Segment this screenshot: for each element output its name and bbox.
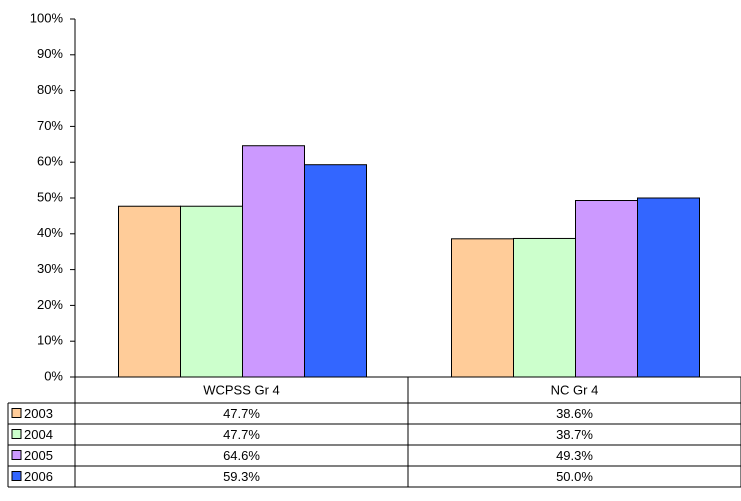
y-tick-label: 90% — [37, 46, 63, 61]
legend-label: 2004 — [24, 427, 53, 442]
y-tick-label: 60% — [37, 154, 63, 169]
y-tick-label: 50% — [37, 189, 63, 204]
legend-label: 2005 — [24, 448, 53, 463]
y-tick-label: 20% — [37, 297, 63, 312]
y-tick-label: 80% — [37, 82, 63, 97]
bar — [118, 205, 181, 378]
table-value: 59.3% — [223, 469, 260, 484]
table-value: 64.6% — [223, 448, 260, 463]
legend-label: 2003 — [24, 406, 53, 421]
bar — [304, 164, 367, 378]
table-value: 50.0% — [556, 469, 593, 484]
bar — [575, 200, 638, 378]
bar — [451, 238, 514, 378]
legend-swatch — [11, 471, 22, 481]
bar — [637, 197, 700, 378]
table-value: 49.3% — [556, 448, 593, 463]
bar — [242, 145, 305, 378]
y-tick-label: 40% — [37, 225, 63, 240]
x-tick-label: WCPSS Gr 4 — [203, 382, 280, 397]
y-tick-label: 10% — [37, 333, 63, 348]
legend-swatch — [11, 408, 22, 418]
legend-swatch — [11, 429, 22, 439]
y-tick-label: 100% — [30, 10, 64, 25]
y-tick-label: 30% — [37, 261, 63, 276]
table-value: 38.7% — [556, 427, 593, 442]
bar — [513, 237, 576, 378]
x-tick-label: NC Gr 4 — [551, 382, 599, 397]
legend-swatch — [11, 450, 22, 460]
table-value: 38.6% — [556, 406, 593, 421]
table-value: 47.7% — [223, 427, 260, 442]
y-tick-label: 0% — [44, 368, 63, 383]
bar — [180, 205, 243, 378]
legend-label: 2006 — [24, 469, 53, 484]
table-value: 47.7% — [223, 406, 260, 421]
y-tick-label: 70% — [37, 118, 63, 133]
